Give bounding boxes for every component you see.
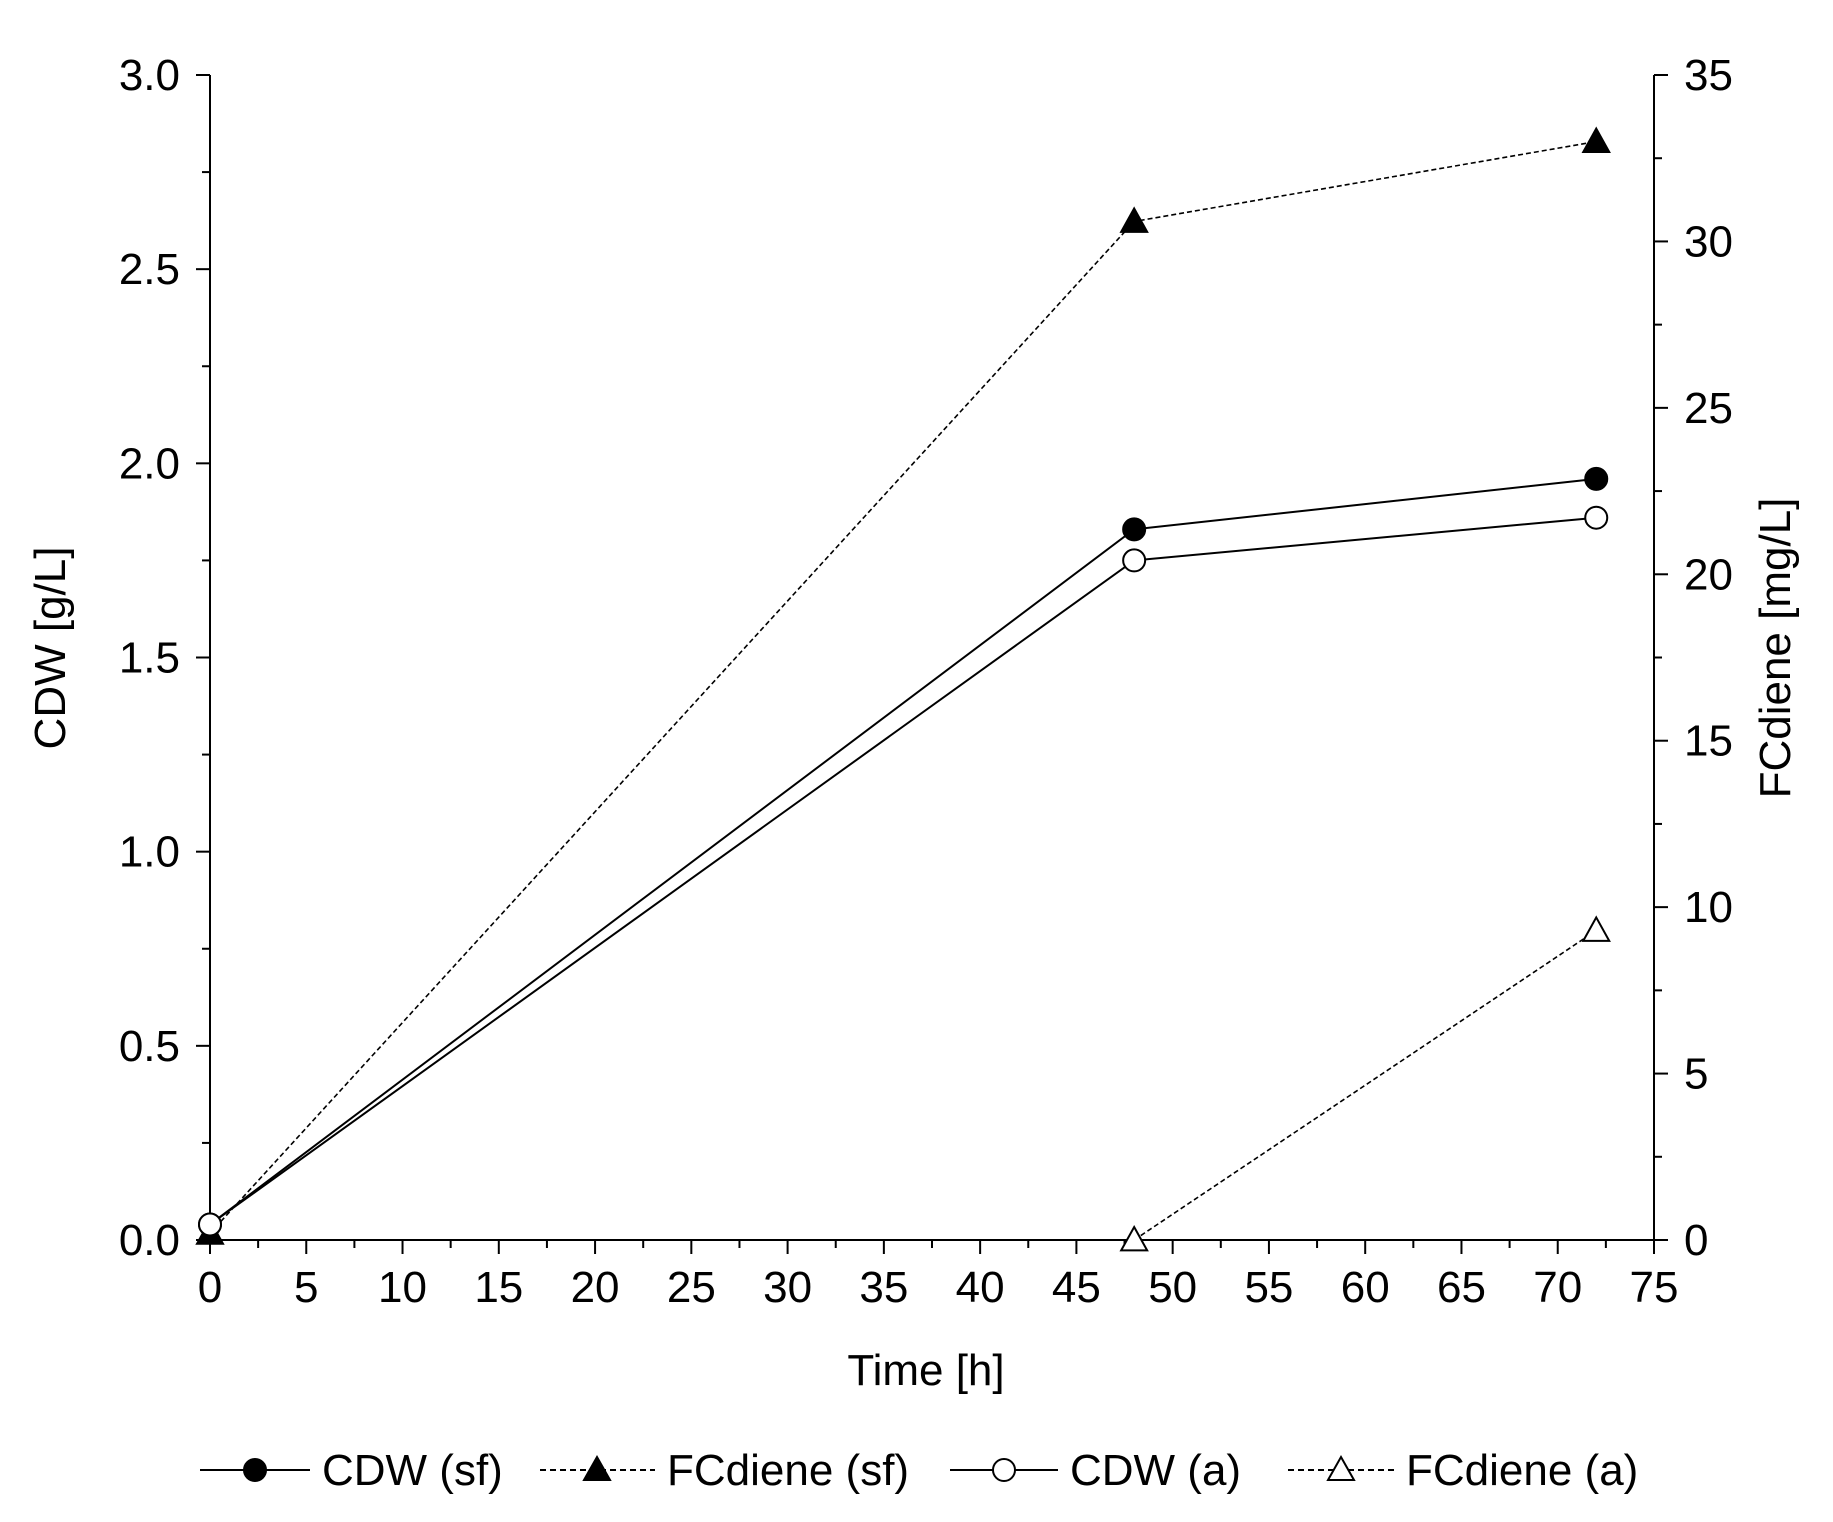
legend-label-cdw-sf: CDW (sf) — [322, 1446, 503, 1495]
data-point-cdw-sf — [1122, 517, 1147, 542]
y-tick-label: 2.5 — [119, 245, 180, 294]
x-tick-label: 20 — [571, 1263, 620, 1312]
y-axis-title: CDW [g/L] — [26, 547, 75, 750]
legend-item-fcdiene-sf: FCdiene (sf) — [540, 1446, 909, 1495]
y-tick-label: 0.0 — [119, 1216, 180, 1265]
data-point-cdw-a — [1584, 505, 1609, 530]
x-tick-label: 75 — [1630, 1263, 1679, 1312]
x-tick-label: 65 — [1437, 1263, 1486, 1312]
x-tick-label: 30 — [763, 1263, 812, 1312]
data-point-fcdiene-a — [1581, 915, 1611, 942]
legend-label-fcdiene-sf: FCdiene (sf) — [667, 1446, 909, 1495]
x-tick-label: 0 — [198, 1263, 222, 1312]
y-tick-label: 3.0 — [119, 51, 180, 100]
series-line-cdw-a — [209, 516, 1597, 1226]
legend-label-cdw-a: CDW (a) — [1070, 1446, 1241, 1495]
x-axis-title: Time [h] — [847, 1346, 1004, 1395]
y2-tick-label: 35 — [1684, 51, 1733, 100]
x-tick-label: 15 — [474, 1263, 523, 1312]
y2-tick-label: 15 — [1684, 717, 1733, 766]
data-point-fcdiene-a — [1119, 1224, 1149, 1252]
y-tick-label: 2.0 — [119, 439, 180, 488]
series-line-cdw-sf — [209, 477, 1597, 1226]
x-tick-label: 50 — [1148, 1263, 1197, 1312]
data-point-fcdiene-sf — [1581, 126, 1611, 153]
x-tick-label: 40 — [956, 1263, 1005, 1312]
legend-label-fcdiene-a: FCdiene (a) — [1406, 1446, 1638, 1495]
data-point-cdw-sf — [1584, 466, 1609, 491]
x-tick-label: 10 — [378, 1263, 427, 1312]
y2-tick-label: 10 — [1684, 883, 1733, 932]
y2-tick-label: 20 — [1684, 550, 1733, 599]
x-tick-label: 55 — [1244, 1263, 1293, 1312]
x-tick-label: 70 — [1533, 1263, 1582, 1312]
x-tick-label: 5 — [294, 1263, 318, 1312]
data-point-fcdiene-sf — [1119, 206, 1149, 233]
y2-tick-label: 0 — [1684, 1216, 1708, 1265]
data-point-cdw-a — [198, 1212, 222, 1237]
legend-marker-cdw-sf — [243, 1458, 267, 1482]
y-tick-label: 0.5 — [119, 1022, 180, 1071]
x-tick-label: 60 — [1341, 1263, 1390, 1312]
plot-series — [195, 126, 1611, 1252]
data-point-cdw-a — [1122, 548, 1147, 573]
x-tick-label: 25 — [667, 1263, 716, 1312]
x-axis-ticks: 0 5 10 15 20 25 30 35 40 45 50 55 60 65 70 75 — [198, 1240, 1679, 1312]
legend: CDW (sf) FCdiene (sf) CDW (a) FCdiene (a… — [200, 1446, 1638, 1495]
y2-axis-ticks: 0 5 10 15 20 25 30 35 — [1654, 51, 1733, 1265]
axes — [209, 75, 1655, 1241]
x-tick-label: 45 — [1052, 1263, 1101, 1312]
legend-marker-cdw-a — [992, 1458, 1016, 1482]
y2-tick-label: 25 — [1684, 384, 1733, 433]
legend-marker-fcdiene-sf — [582, 1454, 612, 1481]
y2-axis-title: FCdiene [mg/L] — [1751, 498, 1800, 799]
y-axis-ticks: 0.0 0.5 1.0 1.5 2.0 2.5 3.0 — [119, 51, 210, 1265]
series-line-fcdiene-a — [1133, 929, 1597, 1241]
y2-tick-label: 5 — [1684, 1050, 1708, 1099]
legend-item-cdw-sf: CDW (sf) — [200, 1446, 503, 1495]
y2-tick-label: 30 — [1684, 217, 1733, 266]
legend-marker-fcdiene-a — [1326, 1454, 1356, 1481]
legend-item-fcdiene-a: FCdiene (a) — [1288, 1446, 1638, 1495]
y-tick-label: 1.0 — [119, 828, 180, 877]
y-tick-label: 1.5 — [119, 634, 180, 683]
x-tick-label: 35 — [859, 1263, 908, 1312]
legend-item-cdw-a: CDW (a) — [950, 1446, 1241, 1495]
